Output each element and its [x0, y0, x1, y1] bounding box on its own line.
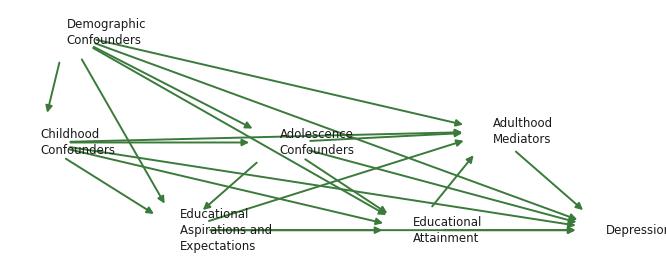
Text: Childhood
Confounders: Childhood Confounders — [40, 128, 115, 157]
Text: Educational
Aspirations and
Expectations: Educational Aspirations and Expectations — [180, 208, 272, 253]
Text: Demographic
Confounders: Demographic Confounders — [67, 18, 146, 47]
Text: Depression: Depression — [606, 224, 666, 237]
Text: Adolescence
Confounders: Adolescence Confounders — [280, 128, 355, 157]
Text: Adulthood
Mediators: Adulthood Mediators — [493, 117, 553, 146]
Text: Educational
Attainment: Educational Attainment — [413, 216, 482, 245]
